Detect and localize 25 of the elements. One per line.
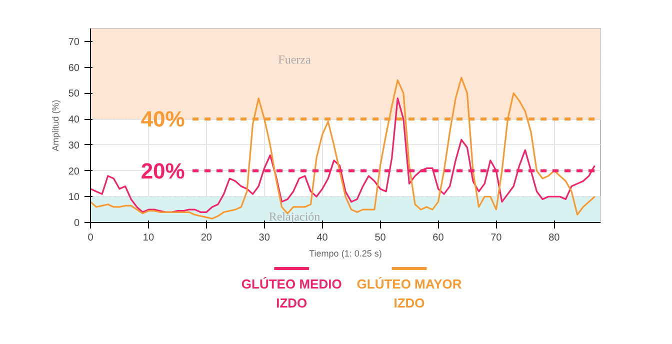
x-tick-label: 50 [374,232,386,244]
x-tick-label: 40 [316,232,328,244]
y-tick-label: 0 [74,218,80,229]
band-label: Fuerza [278,52,312,67]
x-tick-label: 70 [490,232,502,244]
y-tick-label: 60 [68,62,80,74]
y-tick-label: 10 [68,192,80,204]
x-tick-label: 80 [548,232,560,244]
y-tick-label: 30 [68,140,80,152]
y-tick-label: 50 [68,88,80,100]
y-axis-title: Amplitud (%) [50,100,60,152]
x-tick-label: 0 [88,232,94,244]
x-tick-label: 60 [432,232,444,244]
y-tick-label: 70 [68,36,80,48]
x-axis-title: Tiempo (1: 0.25 s) [309,248,382,258]
y-tick-label: 20 [68,166,80,178]
legend-label: GLÚTEO MEDIO IZDO [241,276,342,310]
legend-label: GLÚTEO MAYOR IZDO [356,276,462,310]
x-tick-label: 30 [258,232,270,244]
line-series [90,98,596,213]
ref-line-label: 20% [140,158,185,184]
y-tick-label: 40 [68,114,80,126]
ref-line-label: 40% [140,106,185,132]
x-tick-label: 10 [142,232,154,244]
x-tick-label: 20 [200,232,212,244]
